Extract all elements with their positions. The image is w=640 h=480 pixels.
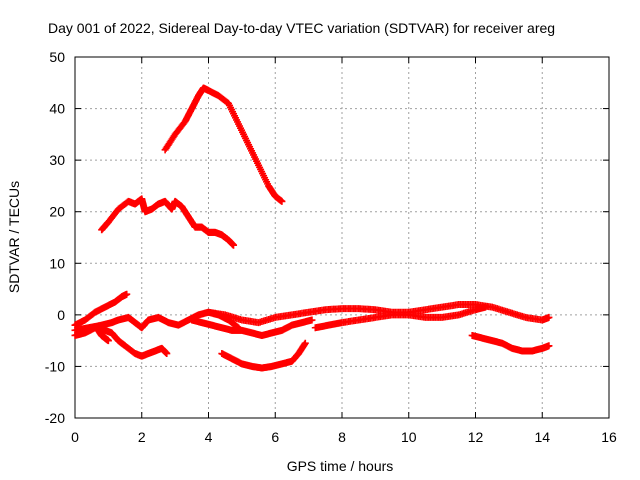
x-tick-label: 12 (468, 429, 484, 445)
x-tick-label: 6 (271, 429, 279, 445)
y-tick-label: 0 (57, 307, 65, 323)
y-tick-label: -10 (45, 358, 65, 374)
series-arc-mid-double-hump (98, 195, 238, 249)
series-arc-band-mid (188, 316, 316, 339)
data-point (545, 313, 553, 321)
data-point (104, 337, 112, 345)
data-point (278, 197, 286, 205)
series-arc-near-zero-a (71, 290, 131, 329)
grid-lines (75, 57, 609, 418)
y-tick-label: 20 (49, 204, 65, 220)
series-arc-right-dip (468, 331, 553, 355)
series-arc-high-peak (161, 84, 286, 205)
axis-ticks (74, 56, 610, 419)
y-tick-label: 10 (49, 255, 65, 271)
data-point (301, 339, 309, 347)
data-point (482, 303, 490, 311)
x-tick-label: 14 (534, 429, 550, 445)
data-marks (71, 84, 553, 372)
x-tick-label: 0 (71, 429, 79, 445)
series-arc-short-left (94, 326, 112, 345)
y-tick-label: 50 (49, 49, 65, 65)
x-tick-labels: 0 2 4 6 8 10 12 14 16 (71, 429, 617, 445)
x-axis-label: GPS time / hours (287, 458, 394, 474)
x-tick-label: 8 (338, 429, 346, 445)
y-tick-label: 40 (49, 101, 65, 117)
data-point (308, 316, 316, 324)
data-point (545, 342, 553, 350)
data-point (230, 241, 238, 249)
data-point (163, 350, 171, 358)
series-arc-dip-mid (218, 339, 309, 372)
y-axis-label: SDTVAR / TECUs (6, 181, 22, 293)
x-tick-label: 10 (401, 429, 417, 445)
y-tick-label: 30 (49, 152, 65, 168)
x-tick-label: 2 (138, 429, 146, 445)
series-arc-long-lower (311, 303, 490, 332)
y-tick-labels: -20 -10 0 10 20 30 40 50 (45, 49, 65, 426)
series-arc-dip-left (71, 324, 171, 360)
x-tick-label: 16 (601, 429, 617, 445)
x-tick-label: 4 (205, 429, 213, 445)
chart-title: Day 001 of 2022, Sidereal Day-to-day VTE… (48, 20, 555, 36)
y-tick-label: -20 (45, 410, 65, 426)
data-point (123, 290, 131, 298)
